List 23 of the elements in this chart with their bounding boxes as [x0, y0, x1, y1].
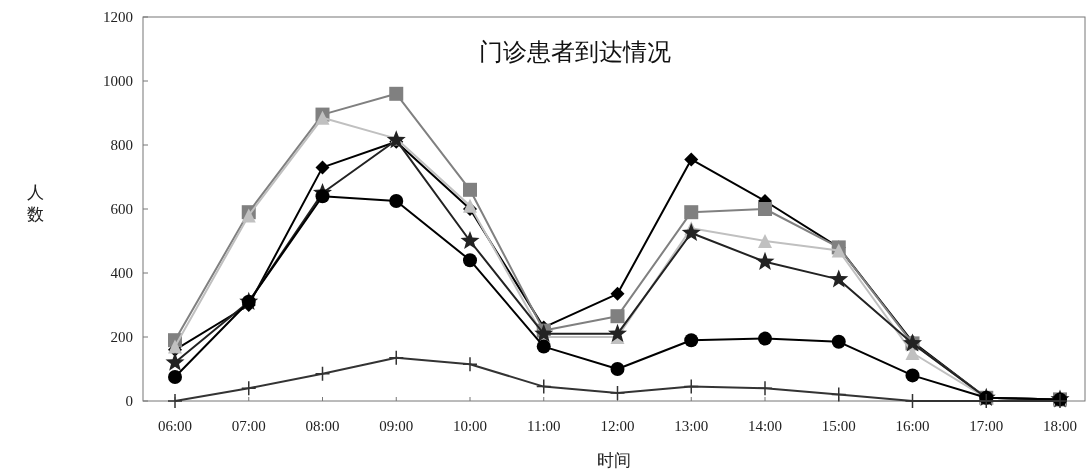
x-tick-label: 10:00 [452, 418, 488, 434]
x-tick-label: 08:00 [305, 418, 340, 434]
y-tick-label: 800 [110, 137, 133, 153]
x-axis-title: 时间 [597, 450, 631, 470]
x-tick-label: 14:00 [747, 418, 783, 434]
x-tick-label: 17:00 [969, 418, 1004, 434]
y-tick-label: 200 [110, 329, 133, 345]
y-tick-label: 1200 [103, 9, 133, 25]
x-tick-label: 13:00 [674, 418, 709, 434]
y-tick-label: 400 [110, 265, 133, 281]
text: 门诊患者到达情况 [479, 38, 671, 66]
x-tick-label: 12:00 [600, 418, 635, 434]
y-tick-label: 0 [125, 393, 133, 409]
x-tick-label: 11:00 [526, 418, 561, 434]
x-tick-label: 15:00 [821, 418, 856, 434]
y-axis-title: 人数 [26, 182, 44, 224]
x-tick-label: 06:00 [157, 418, 193, 434]
x-tick-label: 18:00 [1042, 418, 1078, 434]
x-tick-label: 07:00 [231, 418, 266, 434]
y-tick-label: 600 [110, 201, 133, 217]
x-tick-label: 16:00 [895, 418, 930, 434]
y-tick-label: 1000 [103, 73, 133, 89]
x-tick-label: 09:00 [379, 418, 414, 434]
